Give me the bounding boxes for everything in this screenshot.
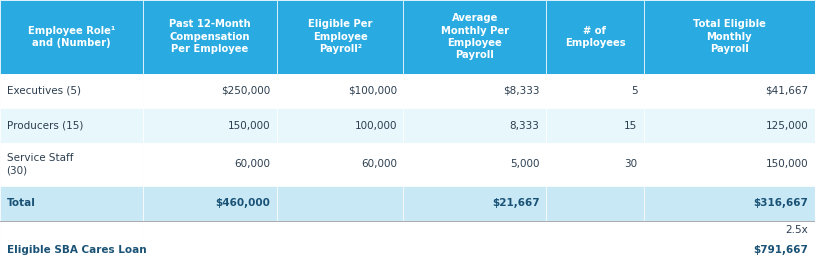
Text: $8,333: $8,333 <box>503 86 540 96</box>
Bar <box>143 0 277 74</box>
Bar <box>403 143 546 186</box>
Text: 5,000: 5,000 <box>510 160 540 169</box>
Text: 2.5x: 2.5x <box>786 225 808 235</box>
Bar <box>143 240 277 259</box>
Text: $791,667: $791,667 <box>754 244 808 255</box>
Bar <box>0 221 143 240</box>
Text: 60,000: 60,000 <box>361 160 397 169</box>
Text: 30: 30 <box>624 160 637 169</box>
Bar <box>277 240 403 259</box>
Text: Eligible Per
Employee
Payroll²: Eligible Per Employee Payroll² <box>308 19 372 54</box>
Text: 5: 5 <box>631 86 637 96</box>
Bar <box>644 143 815 186</box>
Bar <box>546 186 644 221</box>
Text: $250,000: $250,000 <box>222 86 271 96</box>
Bar <box>403 74 546 108</box>
Bar <box>546 240 644 259</box>
Text: 60,000: 60,000 <box>235 160 271 169</box>
Bar <box>644 221 815 240</box>
Bar <box>0 186 143 221</box>
Text: 100,000: 100,000 <box>355 121 397 131</box>
Bar <box>644 108 815 143</box>
Text: 8,333: 8,333 <box>509 121 540 131</box>
Bar <box>644 186 815 221</box>
Text: Eligible SBA Cares Loan: Eligible SBA Cares Loan <box>7 244 146 255</box>
Bar <box>277 143 403 186</box>
Bar <box>403 0 546 74</box>
Bar <box>0 74 143 108</box>
Text: Executives (5): Executives (5) <box>7 86 81 96</box>
Bar <box>143 143 277 186</box>
Bar <box>644 240 815 259</box>
Text: $460,000: $460,000 <box>216 198 271 208</box>
Text: Producers (15): Producers (15) <box>7 121 83 131</box>
Bar <box>0 143 143 186</box>
Text: 15: 15 <box>624 121 637 131</box>
Text: 150,000: 150,000 <box>766 160 808 169</box>
Text: Service Staff
(30): Service Staff (30) <box>7 153 73 176</box>
Bar <box>546 143 644 186</box>
Bar <box>644 0 815 74</box>
Bar <box>546 0 644 74</box>
Text: 150,000: 150,000 <box>228 121 271 131</box>
Bar <box>277 0 403 74</box>
Bar <box>546 221 644 240</box>
Text: $316,667: $316,667 <box>754 198 808 208</box>
Bar <box>403 240 546 259</box>
Bar <box>403 108 546 143</box>
Bar <box>277 186 403 221</box>
Bar <box>0 108 143 143</box>
Text: $100,000: $100,000 <box>348 86 397 96</box>
Bar <box>143 108 277 143</box>
Bar <box>403 221 546 240</box>
Text: # of
Employees: # of Employees <box>565 26 625 48</box>
Bar <box>277 221 403 240</box>
Text: $41,667: $41,667 <box>765 86 808 96</box>
Text: Total: Total <box>7 198 35 208</box>
Text: $21,667: $21,667 <box>492 198 540 208</box>
Text: 125,000: 125,000 <box>766 121 808 131</box>
Bar <box>143 186 277 221</box>
Text: Total Eligible
Monthly
Payroll: Total Eligible Monthly Payroll <box>693 19 766 54</box>
Text: Employee Role¹
and (Number): Employee Role¹ and (Number) <box>28 26 115 48</box>
Bar <box>403 186 546 221</box>
Bar <box>277 108 403 143</box>
Bar <box>143 74 277 108</box>
Bar <box>644 74 815 108</box>
Bar <box>546 108 644 143</box>
Bar <box>546 74 644 108</box>
Text: Past 12-Month
Compensation
Per Employee: Past 12-Month Compensation Per Employee <box>169 19 251 54</box>
Text: Average
Monthly Per
Employee
Payroll: Average Monthly Per Employee Payroll <box>441 13 509 60</box>
Bar <box>0 0 143 74</box>
Bar <box>0 240 143 259</box>
Bar <box>277 74 403 108</box>
Bar <box>143 221 277 240</box>
